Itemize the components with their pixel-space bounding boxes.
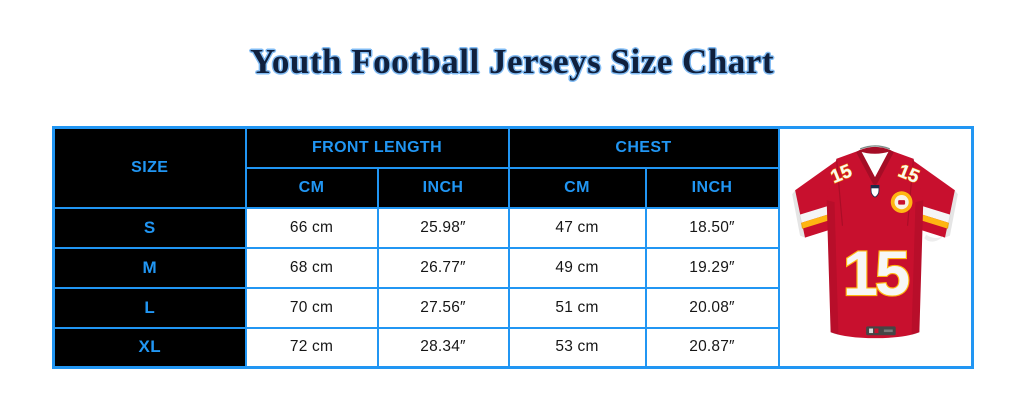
header-chest: CHEST <box>507 126 780 169</box>
header-front-length: FRONT LENGTH <box>244 126 510 169</box>
size-label-s: S <box>52 206 247 249</box>
chest-cm-value: 47 cm <box>507 206 647 249</box>
size-label-l: L <box>52 286 247 329</box>
header-size: SIZE <box>52 126 247 209</box>
table-row-xl: XL 72 cm 28.34″ 53 cm 20.87″ <box>52 326 973 369</box>
header-chest-inch: INCH <box>644 166 780 209</box>
front-length-inch-value: 28.34″ <box>376 326 510 369</box>
chest-cm-value: 49 cm <box>507 246 647 289</box>
front-length-cm-value: 68 cm <box>244 246 379 289</box>
chest-cm-value: 51 cm <box>507 286 647 329</box>
header-row-units: CM INCH CM INCH <box>54 166 973 209</box>
jersey-photo: 15 15 15 <box>792 145 959 339</box>
chest-inch-value: 18.50″ <box>644 206 780 249</box>
chest-inch-value: 20.08″ <box>644 286 780 329</box>
table-row-s: S 66 cm 25.98″ 47 cm 18.50″ <box>52 206 973 249</box>
page-title: Youth Football Jerseys Size Chart <box>250 42 774 81</box>
size-label-m: M <box>52 246 247 289</box>
table-row-m: M 68 cm 26.77″ 49 cm 19.29″ <box>52 246 973 289</box>
jersey-collar <box>856 145 895 185</box>
front-length-inch-value: 27.56″ <box>376 286 510 329</box>
jock-tag <box>866 326 896 336</box>
jersey-chest-number: 15 <box>843 239 909 309</box>
header-chest-cm: CM <box>507 166 647 209</box>
size-chart-table: SIZE FRONT LENGTH CHEST <box>52 126 974 369</box>
size-label-xl: XL <box>52 326 247 369</box>
front-length-inch-value: 25.98″ <box>376 206 510 249</box>
front-length-cm-value: 70 cm <box>244 286 379 329</box>
swoosh-icon <box>924 234 944 242</box>
chest-cm-value: 53 cm <box>507 326 647 369</box>
front-length-cm-value: 66 cm <box>244 206 379 249</box>
jersey-image-cell: 15 15 15 <box>777 126 974 369</box>
header-front-length-inch: INCH <box>376 166 510 209</box>
table-row-l: L 70 cm 27.56″ 51 cm 20.08″ <box>52 286 973 329</box>
chest-inch-value: 20.87″ <box>644 326 780 369</box>
nfl-shield-icon <box>870 184 880 198</box>
team-patch-icon <box>891 191 913 213</box>
chest-inch-value: 19.29″ <box>644 246 780 289</box>
front-length-cm-value: 72 cm <box>244 326 379 369</box>
front-length-inch-value: 26.77″ <box>376 246 510 289</box>
header-row-groups: SIZE FRONT LENGTH CHEST <box>52 126 974 369</box>
header-front-length-cm: CM <box>244 166 379 209</box>
